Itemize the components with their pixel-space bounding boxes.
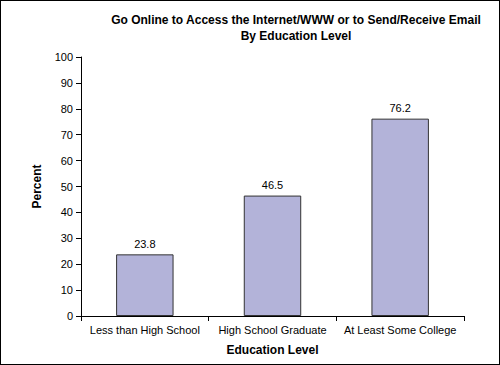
svg-text:40: 40: [61, 206, 73, 218]
svg-text:Percent: Percent: [30, 164, 44, 208]
svg-text:30: 30: [61, 232, 73, 244]
svg-text:80: 80: [61, 103, 73, 115]
svg-text:46.5: 46.5: [262, 179, 283, 191]
svg-text:50: 50: [61, 181, 73, 193]
svg-text:Education Level: Education Level: [226, 343, 318, 357]
svg-text:76.2: 76.2: [389, 102, 410, 114]
svg-text:100: 100: [55, 51, 73, 63]
svg-text:Go Online to Access the Intern: Go Online to Access the Internet/WWW or …: [111, 13, 481, 27]
svg-text:20: 20: [61, 258, 73, 270]
svg-text:23.8: 23.8: [134, 238, 155, 250]
svg-text:90: 90: [61, 77, 73, 89]
svg-text:10: 10: [61, 284, 73, 296]
svg-text:At Least Some College: At Least Some College: [344, 324, 457, 336]
svg-text:60: 60: [61, 155, 73, 167]
svg-text:Less than High School: Less than High School: [90, 324, 200, 336]
svg-text:High School Graduate: High School Graduate: [218, 324, 326, 336]
svg-text:0: 0: [67, 310, 73, 322]
svg-text:By Education Level: By Education Level: [241, 29, 352, 43]
svg-text:70: 70: [61, 129, 73, 141]
